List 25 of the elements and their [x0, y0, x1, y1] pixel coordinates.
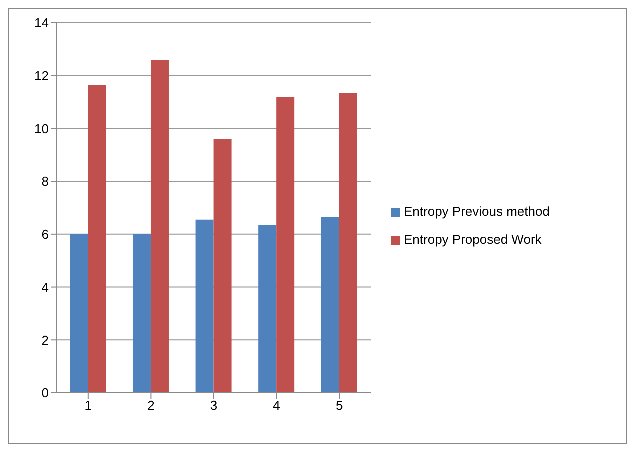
- legend-label: Entropy Proposed Work: [404, 232, 542, 247]
- y-tick-label: 0: [42, 386, 49, 401]
- x-tick-label: 3: [210, 398, 218, 414]
- x-tick-label: 1: [84, 398, 92, 414]
- y-tick-label: 6: [42, 227, 49, 242]
- bar: [88, 85, 106, 393]
- bar: [214, 139, 232, 393]
- bar: [339, 93, 358, 393]
- x-tick-label: 2: [148, 398, 155, 414]
- bar: [258, 225, 277, 393]
- y-tick-label: 12: [34, 68, 49, 84]
- bar: [150, 60, 169, 393]
- x-tick-label: 5: [336, 398, 344, 414]
- y-tick-label: 4: [42, 280, 49, 295]
- y-tick-label: 14: [34, 16, 49, 31]
- bar: [196, 220, 214, 393]
- x-tick-label: 4: [273, 398, 280, 414]
- y-tick-label: 8: [42, 174, 49, 190]
- y-tick-label: 2: [42, 332, 49, 348]
- bar: [132, 234, 151, 393]
- legend-label: Entropy Previous method: [404, 204, 550, 219]
- bar: [70, 234, 88, 393]
- y-tick-label: 10: [34, 121, 49, 136]
- bar: [276, 97, 295, 393]
- bar: [321, 217, 340, 393]
